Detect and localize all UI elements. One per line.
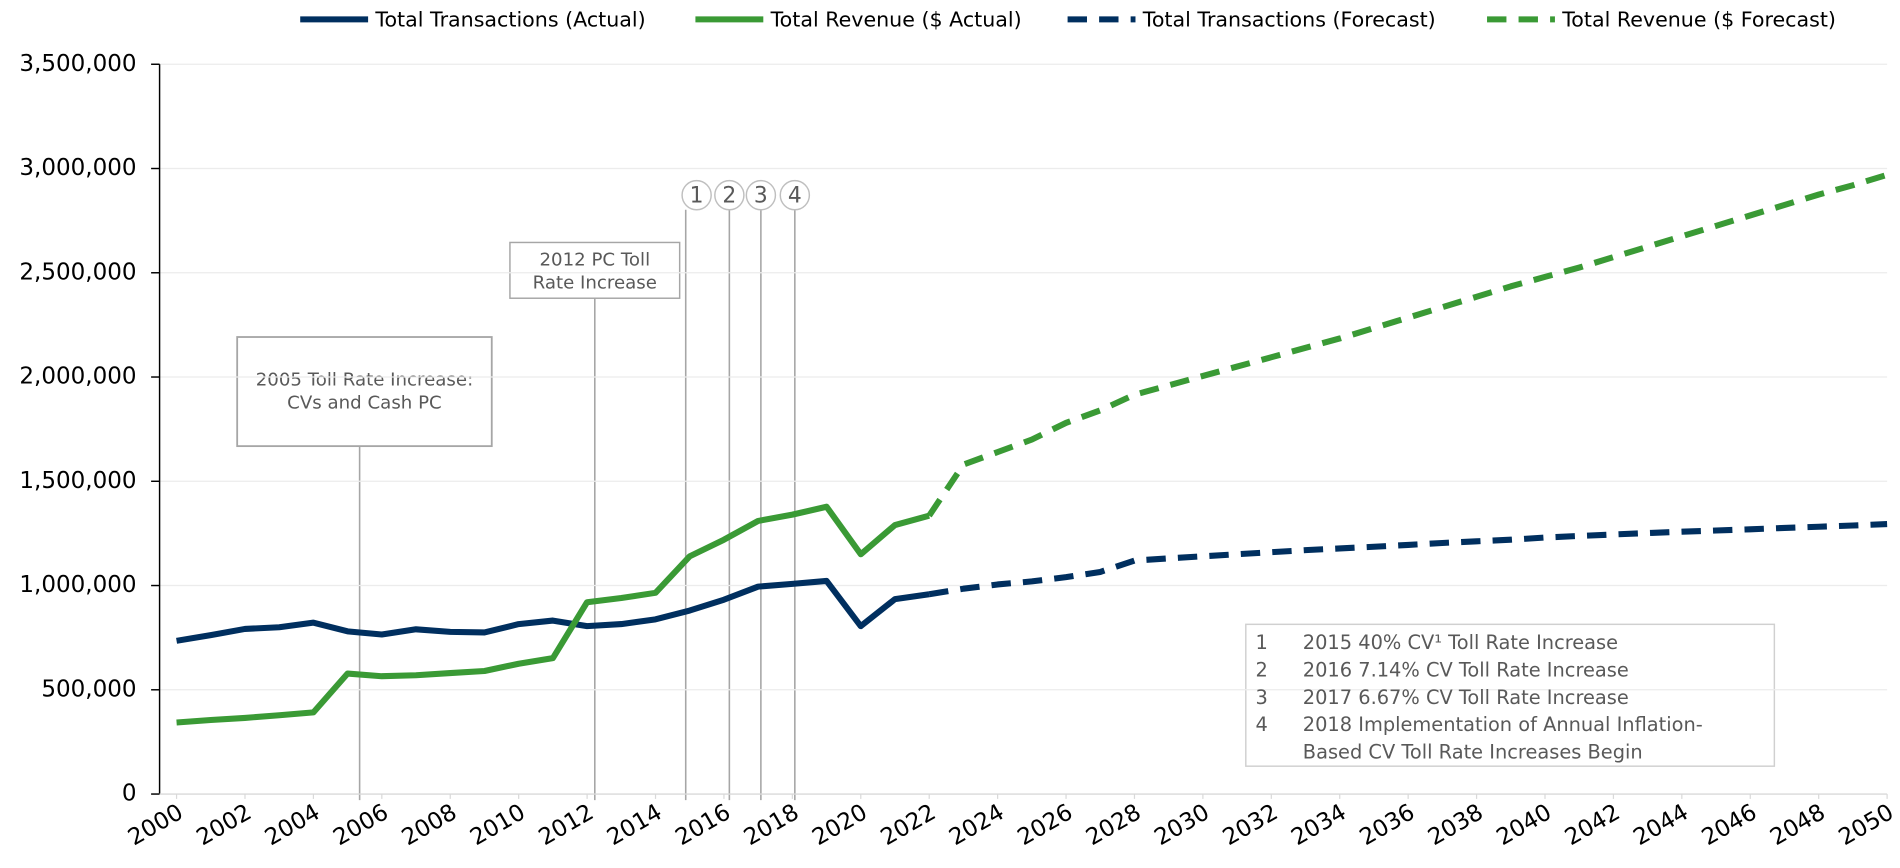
y-tick-label: 2,000,000 xyxy=(19,364,136,390)
series-line xyxy=(176,577,930,644)
x-tick-label: 2048 xyxy=(1766,799,1830,851)
x-tick-label: 2028 xyxy=(1082,799,1146,851)
y-tick-label: 3,000,000 xyxy=(19,155,136,181)
marker-circle xyxy=(779,179,811,211)
x-tick-label: 2014 xyxy=(603,799,667,851)
marker-circle xyxy=(714,179,745,211)
marker-circle xyxy=(681,179,712,211)
x-tick-label: 2050 xyxy=(1834,799,1898,851)
y-tick-label: 1,500,000 xyxy=(19,468,136,494)
note-number: 3 xyxy=(1255,686,1267,709)
note-text: 2017 6.67% CV Toll Rate Increase xyxy=(1303,686,1629,709)
x-tick-label: 2002 xyxy=(192,799,256,851)
y-tick-label: 3,500,000 xyxy=(19,51,136,77)
x-tick-label: 2036 xyxy=(1356,799,1420,851)
series-line xyxy=(928,521,1888,598)
x-tick-label: 2042 xyxy=(1561,799,1625,851)
note-number: 2 xyxy=(1255,659,1267,682)
marker-label: 4 xyxy=(788,183,802,208)
x-tick-label: 2040 xyxy=(1492,799,1556,851)
marker-circle xyxy=(745,179,777,211)
x-tick-label: 2004 xyxy=(261,799,325,851)
x-tick-label: 2032 xyxy=(1219,799,1283,851)
annotation-text: Rate Increase xyxy=(533,273,657,294)
notes-box xyxy=(1245,623,1776,767)
legend-label: Total Revenue ($ Forecast) xyxy=(1561,8,1836,32)
note-text: 2015 40% CV¹ Toll Rate Increase xyxy=(1303,631,1618,654)
marker-label: 3 xyxy=(754,183,768,208)
legend-label: Total Transactions (Actual) xyxy=(374,8,645,32)
x-tick-label: 2000 xyxy=(124,799,188,851)
x-tick-label: 2016 xyxy=(671,799,735,851)
y-tick-label: 0 xyxy=(122,781,137,807)
legend-label: Total Revenue ($ Actual) xyxy=(770,8,1022,32)
x-tick-label: 2012 xyxy=(534,799,598,851)
annotation-text: 2012 PC Toll xyxy=(539,250,650,271)
annotation-box xyxy=(509,241,681,299)
x-tick-label: 2026 xyxy=(1013,799,1077,851)
series-line xyxy=(926,171,1888,518)
annotation-text: CVs and Cash PC xyxy=(287,393,442,414)
x-tick-label: 2044 xyxy=(1629,799,1693,851)
x-tick-label: 2038 xyxy=(1424,799,1488,851)
note-text: Based CV Toll Rate Increases Begin xyxy=(1303,740,1643,763)
note-number: 4 xyxy=(1255,713,1267,736)
y-tick-label: 1,000,000 xyxy=(19,572,136,598)
x-tick-label: 2034 xyxy=(1287,799,1351,851)
marker-label: 1 xyxy=(690,183,704,208)
series-line xyxy=(176,503,930,726)
x-tick-label: 2010 xyxy=(466,799,530,851)
x-tick-label: 2024 xyxy=(945,799,1009,851)
y-tick-label: 500,000 xyxy=(41,676,136,702)
legend-label: Total Transactions (Forecast) xyxy=(1142,8,1436,32)
x-tick-label: 2046 xyxy=(1698,799,1762,851)
x-tick-label: 2030 xyxy=(1150,799,1214,851)
annotation-text: 2005 Toll Rate Increase: xyxy=(256,370,473,391)
annotation-lines xyxy=(358,209,796,801)
marker-label: 2 xyxy=(722,183,736,208)
x-tick-label: 2008 xyxy=(398,799,462,851)
x-tick-label: 2020 xyxy=(808,799,872,851)
x-tick-label: 2006 xyxy=(329,799,393,851)
x-tick-label: 2022 xyxy=(877,799,941,851)
annotation-box xyxy=(236,336,493,448)
note-text: 2018 Implementation of Annual Inflation- xyxy=(1303,713,1703,736)
note-text: 2016 7.14% CV Toll Rate Increase xyxy=(1303,659,1629,682)
x-tick-label: 2018 xyxy=(740,799,804,851)
note-number: 1 xyxy=(1255,631,1267,654)
y-tick-label: 2,500,000 xyxy=(19,259,136,285)
